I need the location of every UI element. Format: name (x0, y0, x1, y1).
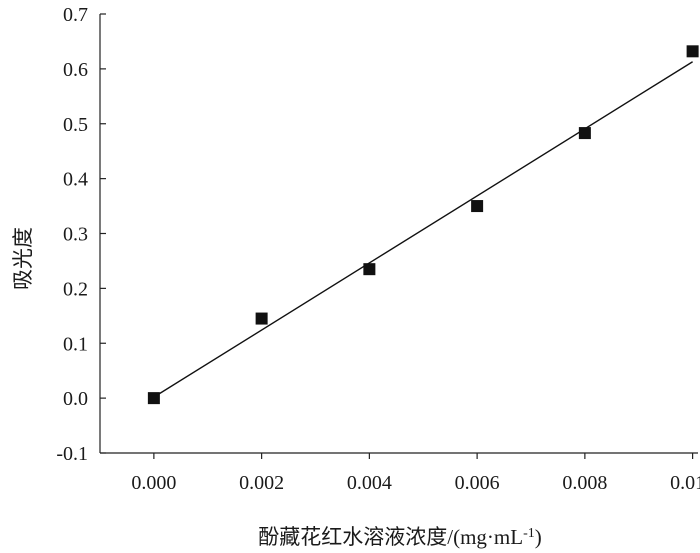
data-points (147, 45, 699, 405)
y-axis-title: 吸光度 (11, 227, 35, 290)
x-axis-title-suffix: ) (535, 525, 542, 549)
x-tick-label: 0.010 (670, 472, 700, 494)
data-point (255, 312, 268, 325)
y-tick-label: 0.7 (63, 4, 88, 26)
x-tick-label: 0.002 (239, 472, 284, 494)
x-ticks: 0.000 0.002 0.004 0.006 0.008 0.010 (131, 453, 700, 494)
y-tick-label: 0.4 (63, 169, 88, 191)
x-tick-label: 0.006 (455, 472, 500, 494)
data-point (471, 200, 484, 213)
y-tick-label: 0.2 (63, 278, 88, 300)
data-point (578, 127, 591, 140)
x-axis-title-main: 酚藏花红水溶液浓度/(mg·mL (258, 525, 523, 549)
data-point (686, 45, 699, 58)
data-point (147, 392, 160, 405)
y-tick-label: -0.1 (56, 443, 88, 465)
y-tick-label: 0.1 (63, 333, 88, 355)
x-axis-title-superscript: -1 (523, 526, 535, 541)
fit-line (158, 61, 693, 395)
x-tick-label: 0.000 (131, 472, 176, 494)
x-tick-label: 0.004 (347, 472, 392, 494)
y-tick-label: 0.6 (63, 59, 88, 81)
x-tick-label: 0.008 (562, 472, 607, 494)
y-tick-label: 0.3 (63, 224, 88, 246)
y-ticks: -0.1 0.0 0.1 0.2 0.3 0.4 0.5 0.6 0.7 (56, 4, 106, 465)
y-tick-label: 0.5 (63, 114, 88, 136)
x-axis-title: 酚藏花红水溶液浓度/(mg·mL-1) (258, 525, 542, 549)
y-tick-label: 0.0 (63, 388, 88, 410)
data-point (363, 263, 376, 276)
fit-line-group (158, 61, 693, 395)
axes (99, 14, 698, 454)
